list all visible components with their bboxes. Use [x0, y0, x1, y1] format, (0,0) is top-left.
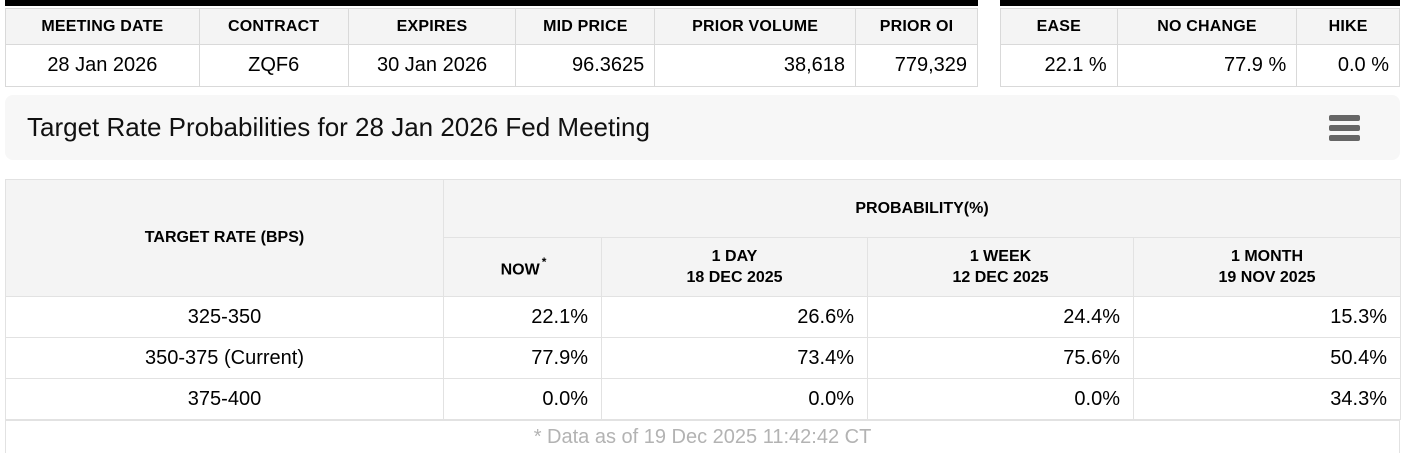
- contract-header: CONTRACT: [198, 8, 349, 45]
- summary-data-row: 28 Jan 2026 ZQF6 30 Jan 2026 96.3625 38,…: [5, 44, 978, 87]
- table-top-bar: [1000, 0, 1400, 6]
- target-rate-header: TARGET RATE (BPS): [5, 179, 444, 297]
- now-probability: 22.1%: [443, 296, 602, 338]
- footnote-asterisk: *: [541, 254, 547, 269]
- one-month-probability: 50.4%: [1132, 337, 1402, 379]
- target-rate-value: 375-400: [5, 378, 444, 420]
- one-day-probability: 73.4%: [601, 337, 868, 379]
- now-probability: 0.0%: [443, 378, 602, 420]
- chart-title: Target Rate Probabilities for 28 Jan 202…: [27, 112, 650, 142]
- hike-header: HIKE: [1296, 8, 1400, 45]
- probability-header: PROBABILITY(%): [442, 179, 1402, 238]
- prior-volume-header: PRIOR VOLUME: [654, 8, 857, 45]
- ease-header: EASE: [1000, 8, 1118, 45]
- mid-price-header: MID PRICE: [515, 8, 656, 45]
- prior-volume-value: 38,618: [654, 44, 857, 87]
- no-change-header: NO CHANGE: [1116, 8, 1298, 45]
- no-change-value: 77.9 %: [1116, 44, 1298, 87]
- expires-value: 30 Jan 2026: [347, 44, 517, 87]
- ease-value: 22.1 %: [1000, 44, 1118, 87]
- summary-header-row: MEETING DATE CONTRACT EXPIRES MID PRICE …: [5, 8, 978, 45]
- table-row: 350-375 (Current) 77.9% 73.4% 75.6% 50.4…: [5, 337, 1402, 379]
- one-month-probability: 15.3%: [1132, 296, 1402, 338]
- probability-table: TARGET RATE (BPS) PROBABILITY(%) NOW * 1 …: [5, 179, 1402, 453]
- now-column-header: NOW *: [443, 237, 602, 297]
- expires-header: EXPIRES: [347, 8, 517, 45]
- hamburger-menu-icon[interactable]: [1325, 111, 1364, 145]
- summary-row: MEETING DATE CONTRACT EXPIRES MID PRICE …: [0, 0, 1408, 87]
- target-rate-value: 350-375 (Current): [5, 337, 444, 379]
- meeting-date-header: MEETING DATE: [5, 8, 200, 45]
- action-header-row: EASE NO CHANGE HIKE: [1000, 8, 1400, 45]
- one-day-column-header: 1 DAY 18 DEC 2025: [601, 237, 868, 297]
- one-month-column-header: 1 MONTH 19 NOV 2025: [1132, 237, 1402, 297]
- probability-header-row: TARGET RATE (BPS) PROBABILITY(%): [5, 179, 1402, 297]
- one-month-probability: 34.3%: [1132, 378, 1402, 420]
- table-top-bar: [5, 0, 978, 6]
- mid-price-value: 96.3625: [515, 44, 656, 87]
- action-data-row: 22.1 % 77.9 % 0.0 %: [1000, 44, 1400, 87]
- data-as-of-footnote: * Data as of 19 Dec 2025 11:42:42 CT: [5, 420, 1400, 453]
- hike-value: 0.0 %: [1296, 44, 1400, 87]
- one-day-probability: 26.6%: [601, 296, 868, 338]
- one-week-column-header: 1 WEEK 12 DEC 2025: [867, 237, 1134, 297]
- chart-title-panel: Target Rate Probabilities for 28 Jan 202…: [5, 95, 1400, 160]
- meeting-date-value: 28 Jan 2026: [5, 44, 200, 87]
- table-row: 325-350 22.1% 26.6% 24.4% 15.3%: [5, 296, 1402, 338]
- one-week-probability: 0.0%: [867, 378, 1134, 420]
- period-header-row: NOW * 1 DAY 18 DEC 2025 1 WEEK 12 DEC 2025 …: [6, 237, 1402, 297]
- table-row: 375-400 0.0% 0.0% 0.0% 34.3%: [5, 378, 1402, 420]
- prior-oi-header: PRIOR OI: [855, 8, 978, 45]
- action-summary-table: EASE NO CHANGE HIKE 22.1 % 77.9 % 0.0 %: [1000, 0, 1400, 87]
- one-day-probability: 0.0%: [601, 378, 868, 420]
- one-week-probability: 24.4%: [867, 296, 1134, 338]
- prior-oi-value: 779,329: [855, 44, 978, 87]
- now-probability: 77.9%: [443, 337, 602, 379]
- target-rate-value: 325-350: [5, 296, 444, 338]
- contract-value: ZQF6: [198, 44, 349, 87]
- one-week-probability: 75.6%: [867, 337, 1134, 379]
- contract-summary-table: MEETING DATE CONTRACT EXPIRES MID PRICE …: [5, 0, 978, 87]
